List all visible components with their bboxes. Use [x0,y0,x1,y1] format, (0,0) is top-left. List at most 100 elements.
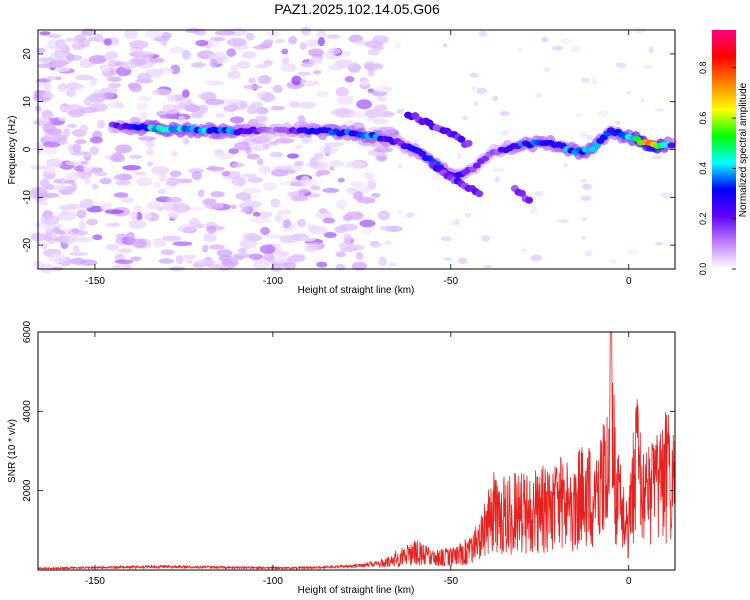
spectrogram-cell [261,92,276,103]
spectrogram-cell [371,192,381,198]
spectrogram-cell [322,217,336,224]
spectrogram-cell [72,143,82,153]
spectrogram-cell [71,228,79,234]
spectrogram-cell [372,118,389,125]
spectrogram-x-tick-label: 0 [626,276,632,287]
spectrogram-cell [172,241,193,247]
snr-y-label: SNR (10 * v/v) [7,419,18,483]
spectrogram-cell [398,162,403,170]
spectrogram-cell [309,225,328,235]
spectrogram-cell [376,94,388,102]
spectrogram-cell [248,200,262,208]
spectrogram-y-tick-label: 20 [22,48,33,60]
spectrogram-cell [530,254,542,262]
spectrogram-cell [324,142,345,147]
spectrogram-cell [215,112,225,119]
spectrogram-cell [204,98,225,106]
spectrogram-cell [654,108,666,112]
spectrogram-cell [44,183,55,191]
spectrogram-cell [580,195,592,201]
spectrogram-cell [335,199,348,210]
spectrogram-cell [206,225,217,234]
spectrogram-cell [129,154,143,159]
spectrogram-cell [517,189,526,197]
spectrogram-cell [106,243,119,251]
spectrogram-cell [167,94,176,103]
spectrogram-cell [79,198,94,209]
spectrogram-cell [215,152,235,160]
spectrogram-cell [107,101,121,109]
spectrogram-cell [55,45,68,51]
spectrogram-cell [262,252,275,261]
spectrogram-cell [181,49,191,60]
spectrogram-cell [126,231,135,240]
spectrogram-cell [535,92,543,98]
spectrogram-cell [300,175,311,186]
spectrogram-x-ticks: -150 -100 -50 0 [85,30,632,287]
spectrogram-cell [94,172,108,177]
spectrogram-cell [159,240,166,247]
spectrogram-cell [297,188,311,193]
spectrogram-cell [462,115,469,121]
spectrogram-cell [471,86,476,90]
spectrogram-cell [337,177,345,183]
spectrogram-cell [364,40,383,49]
spectrogram-cell [97,119,105,129]
spectrogram-cell [294,160,304,167]
spectrogram-cell [172,203,191,213]
spectrogram-cell [444,257,451,261]
spectrogram-cell [464,139,473,147]
spectrogram-cell [229,116,245,124]
spectrogram-cell [521,248,527,253]
spectrogram-cell [226,48,236,57]
spectrogram-cell [232,255,245,261]
spectrogram-cell [107,76,122,82]
spectrogram-cell [44,167,57,174]
spectrogram-cell [128,219,147,229]
colorbar-tick-label: 0.2 [698,212,708,225]
spectrogram-cell [214,56,227,62]
spectrogram-cell [181,254,198,259]
spectrogram-cell [59,106,71,112]
spectrogram-cell [105,222,121,227]
spectrogram-cell [182,89,190,98]
spectrogram-cell [42,122,57,133]
spectrogram-cell [76,209,87,219]
spectrogram-cell [39,199,48,206]
spectrogram-cell [252,211,261,217]
spectrogram-cell [214,30,235,36]
spectrogram-cell [285,169,296,174]
spectrogram-cell [396,108,405,114]
spectrogram-cell [129,83,143,93]
spectrogram-cell [39,57,55,63]
spectrogram-cell [175,255,184,264]
spectrogram-cell [136,72,152,83]
spectrogram-cell [254,64,269,69]
spectrogram-cell [177,115,186,125]
spectrogram-cell [70,182,77,192]
spectrogram-cell [190,111,204,119]
spectrogram-cell [319,207,328,214]
spectrogram-cell [384,240,392,245]
spectrogram-cell [65,171,82,181]
spectrogram-cell [210,36,226,42]
spectrogram-cell [139,50,154,59]
spectrogram-cell [133,171,146,176]
spectrogram-y-tick-label: -20 [22,237,33,252]
spectrogram-cell [493,168,506,173]
spectrogram-cell [195,39,209,47]
spectrogram-cell [329,160,345,168]
spectrogram-cell [89,146,99,156]
spectrogram-cell [71,42,85,51]
spectrogram-cell [160,36,168,47]
spectrogram-cell [296,101,317,109]
spectrogram-cell [172,104,185,110]
spectrogram-cell [114,259,134,265]
spectrogram-cell [130,256,142,262]
spectrogram-cell [336,107,351,115]
spectrogram-cell [136,177,153,187]
spectrogram-cell [115,263,132,270]
spectrogram-cell [257,158,264,166]
spectrogram-x-tick-label: -50 [444,276,459,287]
spectrogram-cell [581,217,588,222]
